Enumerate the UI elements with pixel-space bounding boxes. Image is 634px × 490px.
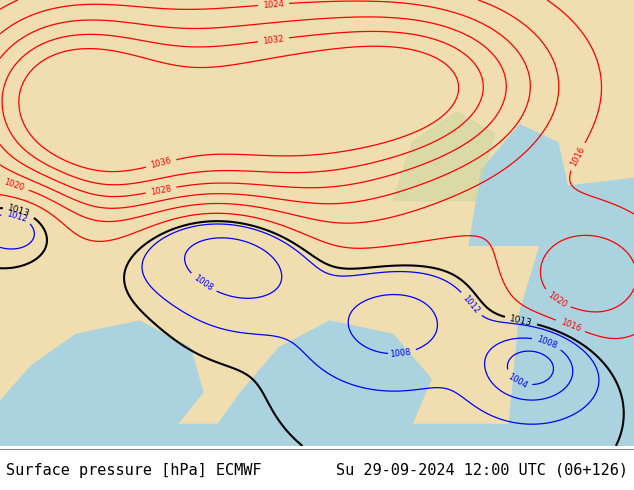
Text: 1024: 1024 (262, 0, 284, 10)
Text: Su 29-09-2024 12:00 UTC (06+126): Su 29-09-2024 12:00 UTC (06+126) (335, 463, 628, 478)
Polygon shape (0, 423, 634, 446)
Polygon shape (0, 0, 634, 446)
Text: 1012: 1012 (6, 209, 28, 223)
Text: 1028: 1028 (150, 184, 172, 196)
Polygon shape (469, 125, 571, 245)
Text: Surface pressure [hPa] ECMWF: Surface pressure [hPa] ECMWF (6, 463, 262, 478)
Text: 1004: 1004 (506, 372, 529, 390)
Text: 1036: 1036 (150, 156, 172, 171)
Text: 1008: 1008 (390, 347, 411, 359)
Text: 1008: 1008 (536, 334, 559, 350)
Polygon shape (393, 112, 495, 201)
Text: 1032: 1032 (262, 34, 285, 46)
Polygon shape (507, 178, 634, 446)
Text: 1020: 1020 (3, 177, 25, 193)
Text: 1013: 1013 (509, 314, 533, 327)
Text: 1016: 1016 (569, 145, 586, 168)
Text: 1013: 1013 (7, 203, 32, 219)
Text: 1020: 1020 (546, 290, 568, 309)
Text: 1016: 1016 (559, 318, 582, 334)
Polygon shape (0, 321, 203, 446)
Polygon shape (203, 321, 431, 446)
Text: 1008: 1008 (192, 273, 214, 293)
Text: 1012: 1012 (461, 294, 481, 315)
